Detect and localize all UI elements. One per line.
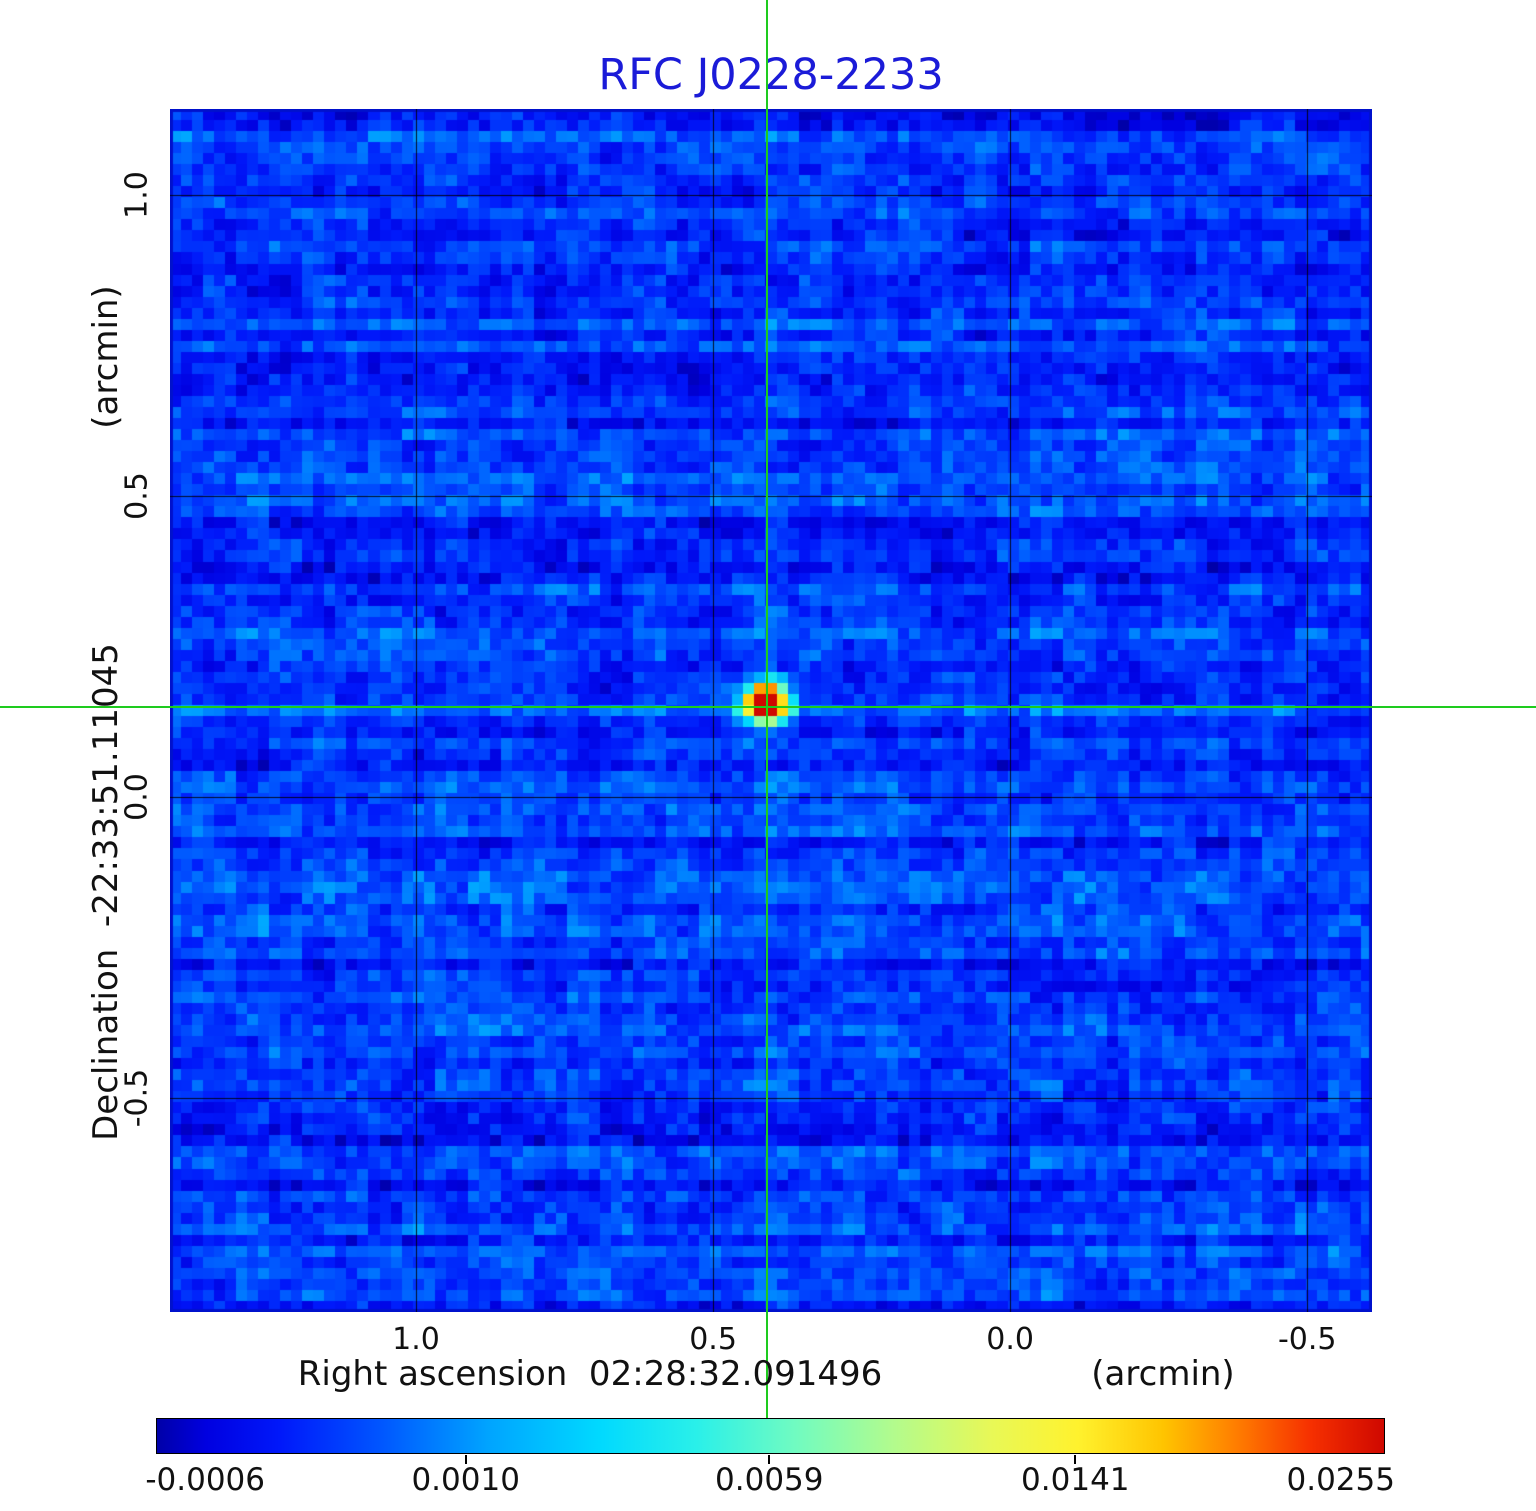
x-axis-unit-label: (arcmin) xyxy=(1091,1354,1235,1394)
x-tick-label: -0.5 xyxy=(1277,1322,1337,1357)
y-tick-label: 0.0 xyxy=(119,773,155,822)
colorbar-value-label: 0.0255 xyxy=(1286,1462,1395,1498)
x-axis-label: Right ascension 02:28:32.091496 xyxy=(297,1354,883,1394)
intensity-colorbar xyxy=(156,1418,1385,1454)
y-tick-label: 0.5 xyxy=(119,472,155,520)
crosshair-horizontal-line xyxy=(0,705,1536,708)
colorbar-value-label: 0.0010 xyxy=(411,1462,520,1498)
colorbar-value-label: -0.0006 xyxy=(145,1462,265,1498)
colorbar-tick xyxy=(1074,1455,1077,1464)
colorbar-value-label: 0.0059 xyxy=(715,1462,824,1498)
x-tick-label: 0.5 xyxy=(689,1322,737,1357)
crosshair-vertical-line xyxy=(765,0,768,1418)
sky-map-canvas xyxy=(170,109,1372,1312)
y-axis-unit-label: (arcmin) xyxy=(86,285,126,429)
x-tick-label: 1.0 xyxy=(392,1322,440,1357)
sky-map-plot-area xyxy=(170,109,1372,1312)
y-axis-label: Declination -22:33:51.11045 xyxy=(86,643,126,1141)
colorbar-tick xyxy=(464,1455,467,1464)
x-tick-label: 0.0 xyxy=(986,1322,1034,1357)
y-tick-label: 1.0 xyxy=(119,171,155,219)
colorbar-tick xyxy=(768,1455,771,1464)
colorbar-value-label: 0.0141 xyxy=(1021,1462,1130,1498)
source-name-title: RFC J0228-2233 xyxy=(598,50,944,100)
y-tick-label: -0.5 xyxy=(119,1068,155,1128)
